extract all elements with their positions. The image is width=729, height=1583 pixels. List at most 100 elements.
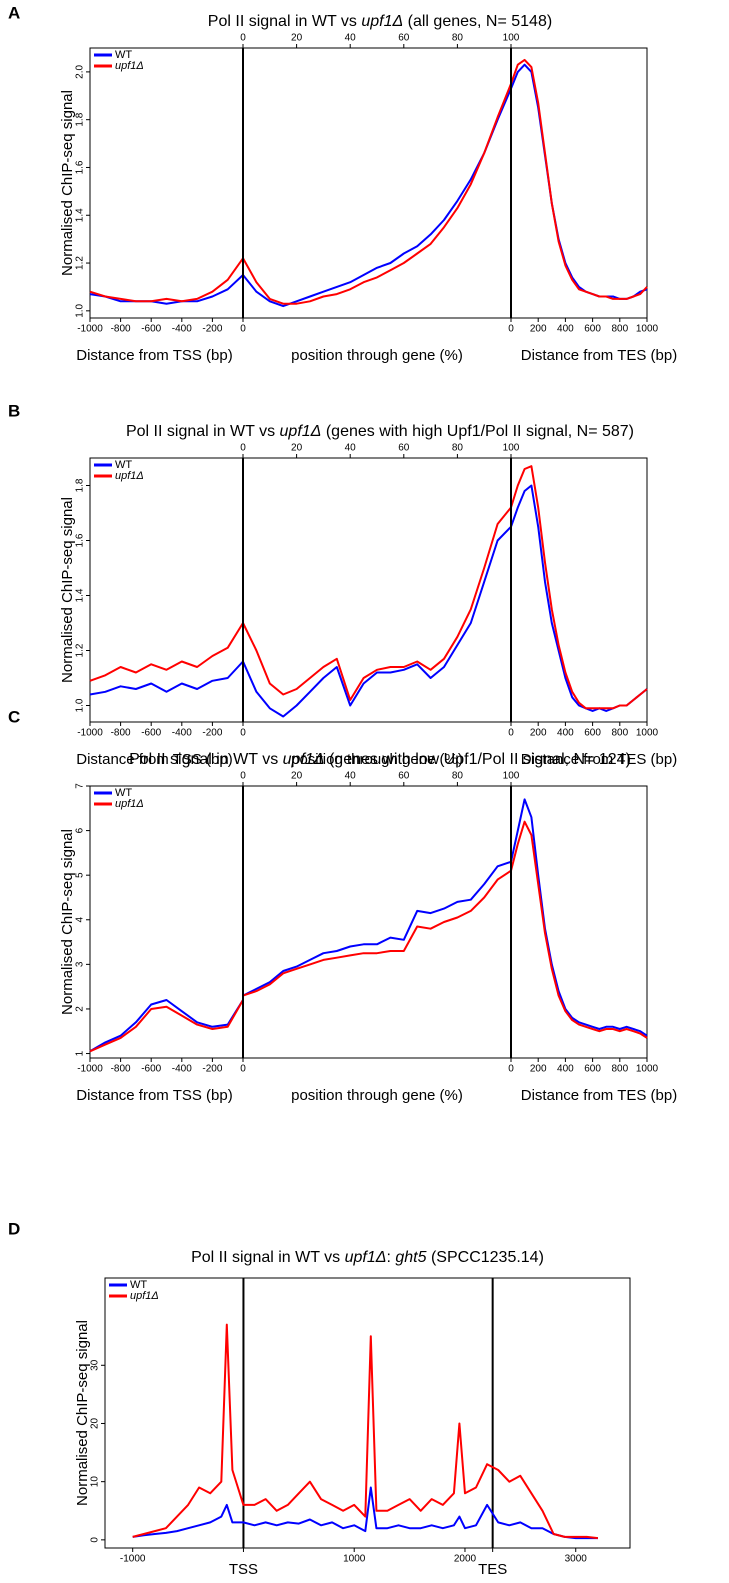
x-tick-label: 800 bbox=[611, 324, 628, 335]
plot-frame bbox=[510, 457, 648, 723]
series-line bbox=[89, 999, 244, 1053]
x-axis-label: position through gene (%) bbox=[291, 347, 463, 364]
x-tick-label: 400 bbox=[557, 728, 574, 739]
x-tick-label: -1000 bbox=[120, 1554, 146, 1565]
y-tick-label: 10 bbox=[90, 1476, 101, 1488]
x-tick-label: 60 bbox=[398, 771, 410, 782]
x-tick-label: 60 bbox=[398, 33, 410, 44]
series-line bbox=[510, 484, 648, 712]
plot-frame bbox=[104, 1277, 631, 1549]
x-tick-label: 600 bbox=[584, 324, 601, 335]
series-line bbox=[510, 798, 648, 1037]
x-tick-label: 400 bbox=[557, 1064, 574, 1075]
y-tick-label: 30 bbox=[90, 1359, 101, 1371]
chart-title: Pol II signal in WT vs upf1Δ (all genes,… bbox=[208, 13, 552, 30]
x-tick-label: 0 bbox=[240, 443, 246, 454]
y-tick-label: 3 bbox=[75, 961, 86, 967]
title-part: upf1Δ bbox=[361, 13, 403, 30]
x-tick-label: -400 bbox=[172, 1064, 192, 1075]
x-tick-label: 1000 bbox=[343, 1554, 366, 1565]
x-tick-label: -400 bbox=[172, 728, 192, 739]
x-tick-label: 100 bbox=[503, 443, 520, 454]
legend-label: WT bbox=[115, 49, 132, 61]
series-line bbox=[242, 506, 512, 701]
x-axis-label: Distance from TSS (bp) bbox=[76, 347, 232, 364]
series-line bbox=[132, 1486, 598, 1540]
y-tick-label: 6 bbox=[75, 827, 86, 833]
panel-letter: B bbox=[8, 401, 20, 420]
plot-frame bbox=[89, 47, 244, 319]
y-tick-label: 7 bbox=[75, 783, 86, 789]
title-part: upf1Δ bbox=[280, 423, 322, 440]
legend-label: upf1Δ bbox=[115, 798, 144, 810]
series-line bbox=[89, 660, 244, 696]
x-tick-label: -1000 bbox=[77, 324, 103, 335]
title-part: ght5 bbox=[395, 1249, 426, 1266]
series-line bbox=[242, 860, 512, 997]
series-line bbox=[242, 869, 512, 997]
series-line bbox=[89, 257, 244, 303]
y-tick-label: 1.6 bbox=[75, 533, 86, 547]
x-tick-label: 1000 bbox=[636, 1064, 659, 1075]
x-tick-label: 400 bbox=[557, 324, 574, 335]
y-tick-label: 1.4 bbox=[75, 588, 86, 602]
y-tick-label: 2.0 bbox=[75, 65, 86, 79]
x-tick-label: -1000 bbox=[77, 1064, 103, 1075]
x-tick-label: -600 bbox=[141, 324, 161, 335]
x-tick-label: 0 bbox=[240, 1064, 246, 1075]
y-tick-label: 20 bbox=[90, 1417, 101, 1429]
title-part: Pol II signal in WT vs bbox=[208, 13, 362, 30]
legend-label: WT bbox=[115, 787, 132, 799]
title-part: (all genes, N= 5148) bbox=[403, 13, 552, 30]
series-line bbox=[510, 63, 648, 300]
y-axis-label: Normalised ChIP-seq signal bbox=[74, 1320, 91, 1506]
x-axis-label: Distance from TSS (bp) bbox=[76, 1087, 232, 1104]
series-line bbox=[89, 622, 244, 682]
x-tick-label: -800 bbox=[111, 728, 131, 739]
marker-label: TES bbox=[478, 1561, 507, 1578]
x-tick-label: 80 bbox=[452, 771, 464, 782]
x-axis-label: Distance from TES (bp) bbox=[521, 1087, 677, 1104]
chart-title: Pol II signal in WT vs upf1Δ (genes with… bbox=[126, 423, 634, 440]
y-tick-label: 1.8 bbox=[75, 478, 86, 492]
series-line bbox=[510, 820, 648, 1039]
x-tick-label: -200 bbox=[202, 728, 222, 739]
plot-frame bbox=[89, 457, 244, 723]
y-tick-label: 1.6 bbox=[75, 160, 86, 174]
x-tick-label: 2000 bbox=[454, 1554, 477, 1565]
x-tick-label: 100 bbox=[503, 771, 520, 782]
x-tick-label: -1000 bbox=[77, 728, 103, 739]
title-part: Pol II signal in WT vs bbox=[126, 423, 280, 440]
title-part: (genes with low Upf1/Pol II signal, N= 1… bbox=[325, 751, 631, 768]
x-axis-label: Distance from TES (bp) bbox=[521, 347, 677, 364]
series-line bbox=[132, 1323, 599, 1540]
x-tick-label: -800 bbox=[111, 324, 131, 335]
marker-label: TSS bbox=[229, 1561, 258, 1578]
panel-letter: C bbox=[8, 707, 20, 726]
x-tick-label: 0 bbox=[508, 728, 514, 739]
x-tick-label: 40 bbox=[345, 443, 357, 454]
y-axis-label: Normalised ChIP-seq signal bbox=[59, 497, 76, 683]
title-part: upf1Δ bbox=[283, 751, 325, 768]
series-line bbox=[242, 83, 512, 305]
legend-label: upf1Δ bbox=[115, 470, 144, 482]
series-line bbox=[510, 58, 648, 300]
title-part: Pol II signal in WT vs bbox=[191, 1249, 345, 1266]
title-part: (SPCC1235.14) bbox=[427, 1249, 544, 1266]
x-axis-label: position through gene (%) bbox=[291, 1087, 463, 1104]
series-line bbox=[89, 999, 244, 1053]
legend-label: WT bbox=[115, 459, 132, 471]
x-tick-label: 600 bbox=[584, 728, 601, 739]
y-tick-label: 4 bbox=[75, 917, 86, 923]
x-tick-label: 200 bbox=[530, 1064, 547, 1075]
x-tick-label: 800 bbox=[611, 1064, 628, 1075]
chart-title: Pol II signal in WT vs upf1Δ (genes with… bbox=[129, 751, 631, 768]
x-tick-label: 20 bbox=[291, 443, 303, 454]
x-tick-label: 20 bbox=[291, 33, 303, 44]
y-tick-label: 5 bbox=[75, 872, 86, 878]
x-tick-label: -200 bbox=[202, 324, 222, 335]
y-tick-label: 1.0 bbox=[75, 303, 86, 317]
x-tick-label: 3000 bbox=[565, 1554, 588, 1565]
x-tick-label: -800 bbox=[111, 1064, 131, 1075]
x-tick-label: -200 bbox=[202, 1064, 222, 1075]
